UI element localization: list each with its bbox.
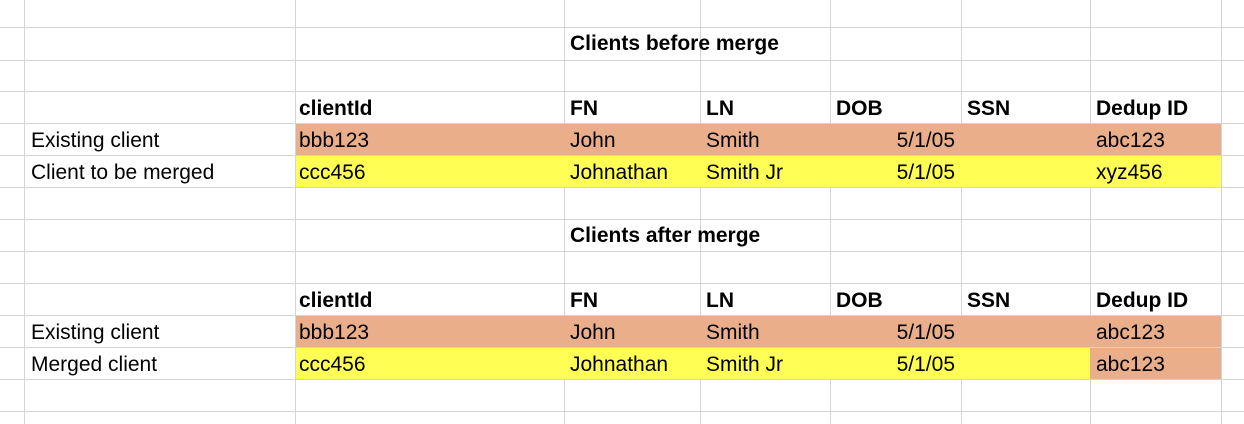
cell-fn: John (570, 129, 616, 152)
header-fn: FN (570, 97, 598, 120)
gridline-horizontal (0, 60, 1244, 61)
header-clientid: clientId (299, 97, 373, 120)
gridline-horizontal (0, 379, 1244, 380)
gridline-horizontal (0, 155, 1244, 156)
header-ssn: SSN (967, 97, 1011, 120)
cell-clientid: bbb123 (299, 321, 370, 344)
header-ln: LN (706, 289, 734, 312)
gridline-vertical (961, 0, 962, 424)
gridline-horizontal (0, 219, 1244, 220)
row-label: Existing client (31, 129, 160, 152)
cell-ln: Smith (706, 321, 760, 344)
cell-clientid: ccc456 (299, 353, 366, 376)
gridline-horizontal (0, 283, 1244, 284)
cell-fn: Johnathan (570, 161, 669, 184)
gridline-horizontal (0, 411, 1244, 412)
header-ln: LN (706, 97, 734, 120)
header-dob: DOB (836, 97, 883, 120)
gridline-vertical (24, 0, 25, 424)
existing-client-row-fill (296, 316, 1221, 347)
header-dedup-id: Dedup ID (1096, 289, 1189, 312)
cell-dob: 5/1/05 (896, 161, 955, 184)
gridline-horizontal (0, 27, 1244, 28)
cell-ln: Smith Jr (706, 161, 784, 184)
cell-clientid: ccc456 (299, 161, 366, 184)
header-dob: DOB (836, 289, 883, 312)
gridline-horizontal (0, 251, 1244, 252)
cell-clientid: bbb123 (299, 129, 370, 152)
row-label: Client to be merged (31, 161, 215, 184)
cell-ln: Smith (706, 129, 760, 152)
gridline-vertical (564, 0, 565, 424)
gridline-horizontal (0, 347, 1244, 348)
cell-dob: 5/1/05 (896, 321, 955, 344)
cell-dedup-id: abc123 (1096, 129, 1165, 152)
header-clientid: clientId (299, 289, 373, 312)
gridline-vertical (700, 0, 701, 424)
after-merge-title: Clients after merge (570, 224, 761, 247)
header-dedup-id: Dedup ID (1096, 97, 1189, 120)
gridline-horizontal (0, 123, 1244, 124)
existing-client-row-fill (296, 124, 1221, 155)
gridline-vertical (1090, 0, 1091, 424)
row-label: Existing client (31, 321, 160, 344)
cell-fn: John (570, 321, 616, 344)
row-label: Merged client (31, 353, 158, 376)
header-ssn: SSN (967, 289, 1011, 312)
cell-dedup-id: abc123 (1096, 353, 1165, 376)
gridline-vertical (295, 0, 296, 424)
gridline-horizontal (0, 187, 1244, 188)
gridline-vertical (830, 0, 831, 424)
cell-dedup-id: abc123 (1096, 321, 1165, 344)
merged-dedup-id-fill (1090, 348, 1221, 379)
merged-client-row-fill (296, 348, 1090, 379)
cell-dedup-id: xyz456 (1096, 161, 1163, 184)
gridline-horizontal (0, 315, 1244, 316)
gridline-horizontal (0, 91, 1244, 92)
before-merge-title: Clients before merge (570, 32, 779, 55)
client-to-merge-row-fill (296, 156, 1221, 187)
cell-dob: 5/1/05 (896, 353, 955, 376)
cell-dob: 5/1/05 (896, 129, 955, 152)
cell-fn: Johnathan (570, 353, 669, 376)
cell-ln: Smith Jr (706, 353, 784, 376)
header-fn: FN (570, 289, 598, 312)
gridline-vertical (1221, 0, 1222, 424)
